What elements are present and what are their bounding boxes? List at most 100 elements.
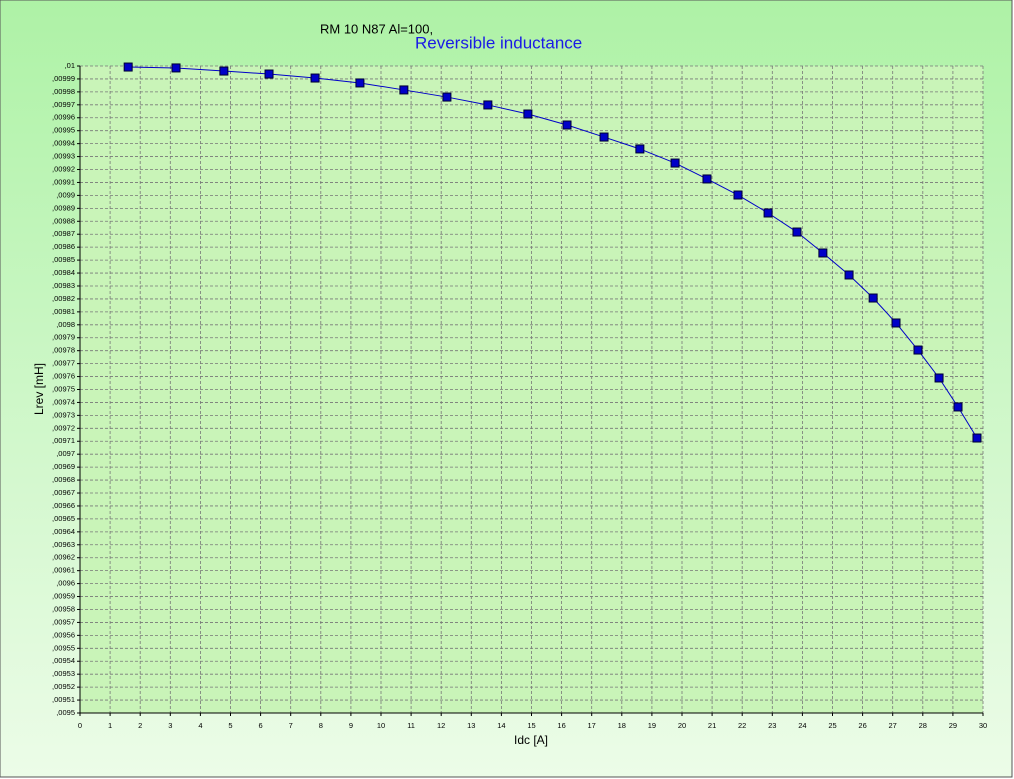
x-tick-label: 7 xyxy=(289,721,293,730)
data-point xyxy=(670,158,680,168)
y-tick-label: ,00985 xyxy=(52,255,75,264)
data-point xyxy=(792,227,802,237)
y-tick-label: ,00974 xyxy=(52,397,75,406)
x-tick-label: 6 xyxy=(259,721,263,730)
y-tick-label: ,00957 xyxy=(52,617,75,626)
y-tick-label: ,00958 xyxy=(52,604,75,613)
y-tick-label: ,00956 xyxy=(52,630,75,639)
x-tick-label: 23 xyxy=(768,721,776,730)
x-tick-label: 0 xyxy=(78,721,82,730)
y-tick-label: ,00959 xyxy=(52,592,75,601)
y-tick-label: ,00971 xyxy=(52,436,75,445)
y-tick-label: ,00953 xyxy=(52,669,75,678)
y-tick-label: ,00983 xyxy=(52,281,75,290)
data-point xyxy=(953,402,963,412)
y-tick-label: ,01 xyxy=(65,61,75,70)
data-point xyxy=(844,270,854,280)
x-tick-label: 1 xyxy=(108,721,112,730)
data-point xyxy=(171,63,181,73)
y-tick-label: ,0099 xyxy=(56,190,75,199)
y-tick-label: ,00965 xyxy=(52,514,75,523)
data-point xyxy=(483,100,493,110)
y-tick-label: ,00976 xyxy=(52,372,75,381)
data-point xyxy=(523,109,533,119)
data-point xyxy=(355,78,365,88)
y-tick-label: ,00951 xyxy=(52,695,75,704)
data-point xyxy=(599,132,609,142)
x-tick-label: 10 xyxy=(377,721,385,730)
x-tick-label: 20 xyxy=(678,721,686,730)
y-tick-label: ,00989 xyxy=(52,203,75,212)
x-tick-label: 13 xyxy=(467,721,475,730)
chart-subtitle: Reversible inductance xyxy=(415,33,582,52)
y-tick-label: ,0096 xyxy=(56,579,75,588)
x-tick-label: 15 xyxy=(527,721,535,730)
y-tick-label: ,00991 xyxy=(52,177,75,186)
y-tick-label: ,00995 xyxy=(52,126,75,135)
data-point xyxy=(972,433,982,443)
data-point xyxy=(310,73,320,83)
y-tick-label: ,00988 xyxy=(52,216,75,225)
y-tick-label: ,00984 xyxy=(52,268,75,277)
x-tick-label: 4 xyxy=(198,721,202,730)
x-tick-label: 27 xyxy=(889,721,897,730)
x-tick-label: 30 xyxy=(979,721,987,730)
data-point xyxy=(934,373,944,383)
data-point xyxy=(913,345,923,355)
y-tick-label: ,00973 xyxy=(52,410,75,419)
data-point xyxy=(891,318,901,328)
x-tick-label: 17 xyxy=(588,721,596,730)
x-tick-label: 28 xyxy=(919,721,927,730)
data-point xyxy=(123,62,133,72)
x-tick-label: 22 xyxy=(738,721,746,730)
x-tick-label: 3 xyxy=(168,721,172,730)
data-point xyxy=(702,174,712,184)
x-tick-label: 19 xyxy=(648,721,656,730)
x-tick-label: 9 xyxy=(349,721,353,730)
y-tick-label: ,00998 xyxy=(52,87,75,96)
y-tick-label: ,00964 xyxy=(52,527,75,536)
y-tick-label: ,0097 xyxy=(56,449,75,458)
y-tick-label: ,00967 xyxy=(52,488,75,497)
y-tick-label: ,00955 xyxy=(52,643,75,652)
y-tick-label: ,00979 xyxy=(52,333,75,342)
y-tick-label: ,00968 xyxy=(52,475,75,484)
y-tick-label: ,00977 xyxy=(52,359,75,368)
y-tick-label: ,00978 xyxy=(52,346,75,355)
data-point xyxy=(562,120,572,130)
y-tick-label: ,00996 xyxy=(52,113,75,122)
x-tick-label: 29 xyxy=(949,721,957,730)
y-tick-label: ,00993 xyxy=(52,152,75,161)
x-tick-label: 14 xyxy=(497,721,505,730)
x-tick-label: 24 xyxy=(798,721,806,730)
data-point xyxy=(868,293,878,303)
data-point xyxy=(818,248,828,258)
y-tick-label: ,0098 xyxy=(56,320,75,329)
y-tick-label: ,00963 xyxy=(52,540,75,549)
x-tick-label: 25 xyxy=(828,721,836,730)
y-tick-label: ,0095 xyxy=(56,708,75,717)
x-tick-label: 16 xyxy=(557,721,565,730)
y-tick-label: ,00994 xyxy=(52,139,75,148)
x-axis-label: Idc [A] xyxy=(514,733,548,747)
x-tick-label: 18 xyxy=(618,721,626,730)
data-point xyxy=(399,85,409,95)
data-point xyxy=(442,92,452,102)
y-tick-label: ,00962 xyxy=(52,553,75,562)
y-tick-label: ,00982 xyxy=(52,294,75,303)
x-tick-label: 5 xyxy=(228,721,232,730)
x-tick-label: 12 xyxy=(437,721,445,730)
y-tick-label: ,00975 xyxy=(52,384,75,393)
y-tick-label: ,00954 xyxy=(52,656,75,665)
y-tick-label: ,00972 xyxy=(52,423,75,432)
chart-title: RM 10 N87 Al=100, xyxy=(320,21,433,36)
y-tick-label: ,00992 xyxy=(52,165,75,174)
x-tick-label: 11 xyxy=(407,721,415,730)
x-tick-label: 8 xyxy=(319,721,323,730)
y-axis-label: Lrev [mH] xyxy=(32,363,46,415)
y-tick-label: ,00969 xyxy=(52,462,75,471)
data-point xyxy=(219,66,229,76)
data-point xyxy=(264,69,274,79)
